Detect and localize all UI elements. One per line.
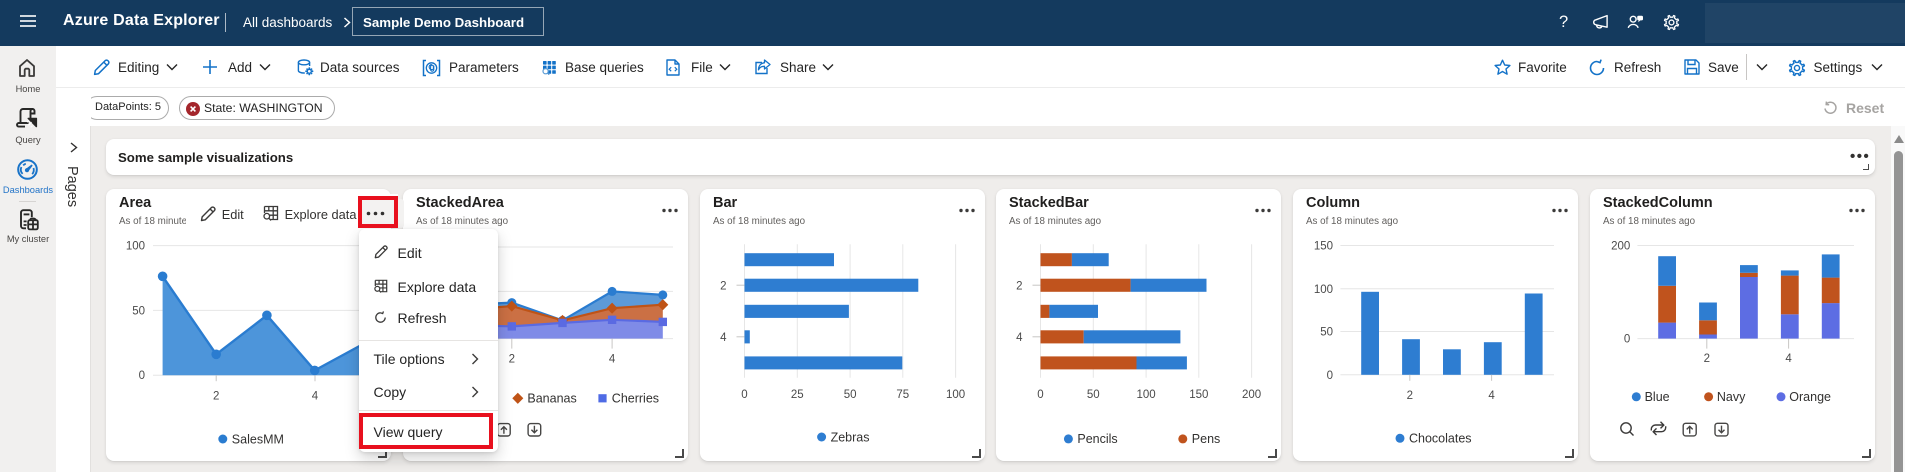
svg-text:150: 150: [1314, 241, 1333, 253]
svg-text:0: 0: [1327, 370, 1333, 382]
svg-text:4: 4: [1016, 332, 1023, 344]
svg-text:Bananas: Bananas: [527, 392, 576, 406]
svg-text:200: 200: [1611, 241, 1630, 253]
svg-text:2: 2: [1407, 390, 1413, 402]
svg-text:Cherries: Cherries: [612, 392, 659, 406]
svg-text:Chocolates: Chocolates: [1409, 432, 1472, 446]
svg-text:Navy: Navy: [1717, 390, 1746, 404]
svg-text:Orange: Orange: [1789, 390, 1831, 404]
svg-text:25: 25: [791, 389, 804, 401]
svg-text:0: 0: [139, 370, 145, 382]
svg-text:100: 100: [1137, 389, 1156, 401]
svg-text:50: 50: [844, 389, 857, 401]
svg-text:100: 100: [946, 389, 965, 401]
svg-text:Pencils: Pencils: [1077, 432, 1117, 446]
svg-text:100: 100: [126, 241, 145, 253]
svg-text:Zebras: Zebras: [831, 430, 870, 444]
svg-text:Pens: Pens: [1192, 432, 1221, 446]
svg-text:2: 2: [720, 280, 726, 292]
svg-text:2: 2: [509, 353, 515, 365]
svg-text:4: 4: [720, 332, 727, 344]
svg-text:4: 4: [609, 353, 616, 365]
svg-text:100: 100: [1314, 284, 1333, 296]
svg-text:4: 4: [1488, 390, 1495, 402]
svg-text:4: 4: [312, 391, 319, 403]
svg-text:SalesMM: SalesMM: [232, 432, 284, 446]
svg-text:2: 2: [1704, 353, 1710, 365]
svg-text:50: 50: [1320, 327, 1333, 339]
svg-text:150: 150: [1189, 389, 1208, 401]
svg-text:0: 0: [741, 389, 747, 401]
svg-text:Blue: Blue: [1645, 390, 1670, 404]
svg-text:0: 0: [1037, 389, 1043, 401]
svg-text:2: 2: [1016, 280, 1022, 292]
svg-text:4: 4: [1785, 353, 1792, 365]
svg-text:0: 0: [1624, 334, 1630, 346]
svg-text:50: 50: [132, 305, 145, 317]
svg-text:200: 200: [1242, 389, 1261, 401]
svg-text:2: 2: [213, 391, 219, 403]
svg-text:75: 75: [896, 389, 909, 401]
svg-text:50: 50: [1087, 389, 1100, 401]
